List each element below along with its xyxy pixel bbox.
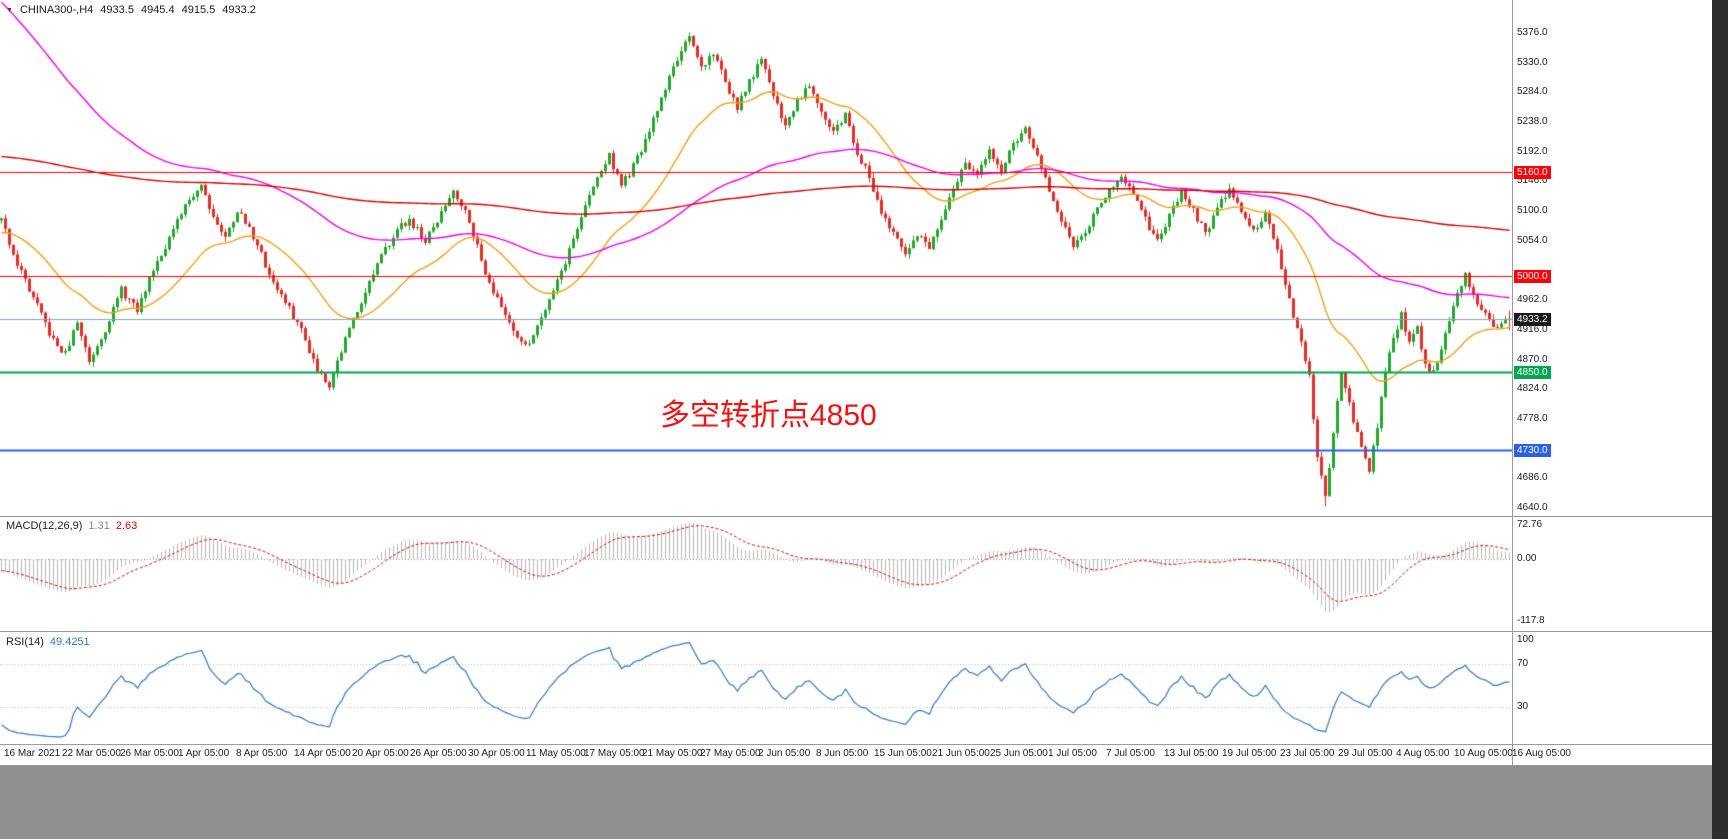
price-tick: 4916.0 xyxy=(1517,323,1548,335)
price-line-label: 5000.0 xyxy=(1514,269,1551,283)
quote-high: 4945.4 xyxy=(140,4,175,16)
rsi-axis-label: 30 xyxy=(1517,701,1529,712)
price-tick: 5376.0 xyxy=(1517,27,1548,38)
price-tick: 5146.0 xyxy=(1517,175,1548,187)
price-tick: 4962.0 xyxy=(1517,294,1548,306)
price-tick: 5330.0 xyxy=(1517,56,1548,68)
rsi-indicator-label: RSI(14) 49.4251 xyxy=(6,636,90,648)
price-tick: 4640.0 xyxy=(1517,502,1548,513)
price-tick: 4870.0 xyxy=(1517,353,1548,365)
quote-open: 4933.5 xyxy=(100,4,134,16)
quote-bar: ▼ CHINA300-,H4 4933.5 4945.4 4915.5 4933… xyxy=(6,4,256,16)
x-axis-label: 7 Jul 05:00 xyxy=(1106,748,1155,759)
price-tick: 4778.0 xyxy=(1517,412,1548,424)
x-axis-label: 15 Jun 05:00 xyxy=(874,748,932,759)
axis-separator xyxy=(1512,0,1513,766)
macd-axis-label: 72.76 xyxy=(1517,519,1543,530)
x-axis-label: 1 Jul 05:00 xyxy=(1048,748,1097,759)
macd-signal-value: 2.63 xyxy=(115,520,138,532)
annotation-text[interactable]: 多空转折点4850 xyxy=(660,399,877,432)
price-tick: 5192.0 xyxy=(1517,145,1548,157)
x-axis-label: 8 Jun 05:00 xyxy=(816,748,869,759)
x-axis-label: 21 Jun 05:00 xyxy=(932,748,990,759)
x-axis-label: 26 Mar 05:00 xyxy=(120,748,179,759)
x-axis-label: 8 Apr 05:00 xyxy=(236,748,288,759)
current-price-label: 4933.2 xyxy=(1514,312,1551,326)
panel-divider xyxy=(0,765,1712,766)
macd-main-value: 1.31 xyxy=(88,520,110,532)
rsi-axis-label: 70 xyxy=(1517,658,1529,669)
macd-name: MACD(12,26,9) xyxy=(6,520,83,532)
symbol-period-label: CHINA300-,H4 xyxy=(19,4,94,16)
macd-panel-canvas[interactable] xyxy=(0,517,1512,631)
time-axis[interactable]: 16 Mar 2021 22 Mar 05:00 26 Mar 05:00 1 Apr… xyxy=(0,745,1712,765)
bottom-filler xyxy=(0,766,1712,839)
panel-divider[interactable] xyxy=(0,744,1712,745)
panel-divider[interactable] xyxy=(0,631,1712,632)
x-axis-label: 1 Apr 05:00 xyxy=(178,748,230,759)
price-tick: 5284.0 xyxy=(1517,86,1548,98)
rsi-name: RSI(14) xyxy=(6,636,44,648)
price-line-label: 4850.0 xyxy=(1514,366,1551,380)
x-axis-label: 22 Mar 05:00 xyxy=(62,748,121,759)
macd-axis-label: 0.00 xyxy=(1517,553,1537,564)
price-tick: 5100.0 xyxy=(1517,205,1548,217)
x-axis-label: 25 Jun 05:00 xyxy=(990,748,1048,759)
price-line-label: 5160.0 xyxy=(1514,166,1551,180)
x-axis-label: 4 Aug 05:00 xyxy=(1396,748,1450,759)
x-axis-label: 14 Apr 05:00 xyxy=(294,748,351,759)
price-tick: 5054.0 xyxy=(1517,234,1548,246)
price-tick: 5238.0 xyxy=(1517,116,1548,128)
x-axis-label: 16 Mar 2021 xyxy=(4,748,61,759)
x-axis-label: 23 Jul 05:00 xyxy=(1280,748,1335,759)
symbol-dropdown-icon[interactable]: ▼ xyxy=(6,6,13,14)
macd-indicator-label: MACD(12,26,9) 1.31 2.63 xyxy=(6,520,137,532)
quote-close: 4933.2 xyxy=(222,4,256,16)
price-line-label: 4730.0 xyxy=(1514,443,1551,457)
price-tick: 4686.0 xyxy=(1517,472,1548,484)
rsi-panel-canvas[interactable] xyxy=(0,632,1512,744)
rsi-value: 49.4251 xyxy=(49,636,90,648)
x-axis-label: 27 May 05:00 xyxy=(700,748,761,759)
x-axis-label: 11 May 05:00 xyxy=(526,748,586,759)
panel-divider[interactable] xyxy=(0,516,1712,517)
x-axis-label: 10 Aug 05:00 xyxy=(1454,748,1513,759)
x-axis-label: 2 Jun 05:00 xyxy=(758,748,811,759)
price-tick: 4824.0 xyxy=(1517,383,1548,395)
quote-low: 4915.5 xyxy=(181,4,216,16)
x-axis-label: 21 May 05:00 xyxy=(642,748,703,759)
x-axis-label: 17 May 05:00 xyxy=(584,748,645,759)
x-axis-label: 20 Apr 05:00 xyxy=(352,748,409,759)
x-axis-label: 13 Jul 05:00 xyxy=(1164,748,1219,759)
macd-axis-label: -117.8 xyxy=(1517,614,1545,626)
rsi-axis-label: 100 xyxy=(1517,634,1534,645)
x-axis-label: 29 Jul 05:00 xyxy=(1338,748,1393,759)
x-axis-label: 30 Apr 05:00 xyxy=(468,748,525,759)
main-chart-canvas[interactable] xyxy=(0,0,1512,516)
x-axis-label: 19 Jul 05:00 xyxy=(1222,748,1277,759)
x-axis-label: 16 Aug 05:00 xyxy=(1512,748,1571,759)
price-axis[interactable]: 5376.0 5330.0 5284.0 5238.0 5192.0 5146.0 5100… xyxy=(1513,0,1711,766)
x-axis-label: 26 Apr 05:00 xyxy=(410,748,467,759)
right-scrollbar[interactable] xyxy=(1712,0,1728,839)
